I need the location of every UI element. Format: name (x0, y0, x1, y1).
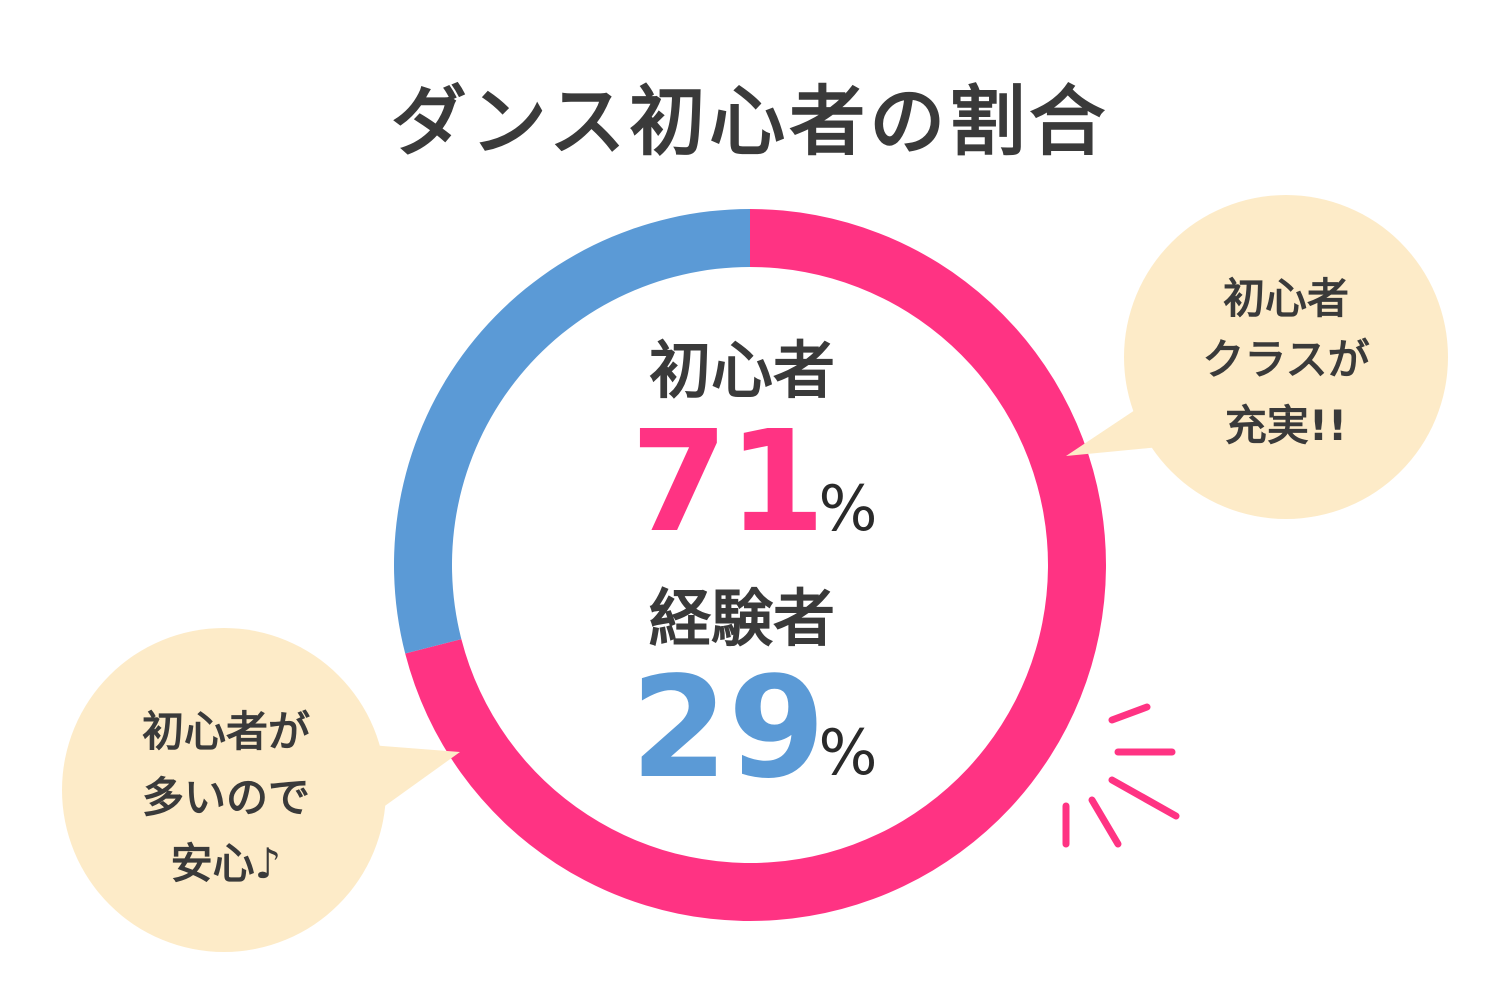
donut-slices (393, 209, 1106, 921)
burst-line (1108, 703, 1151, 724)
bubble-left-line-1: 初心者が (142, 707, 310, 756)
chart-title: ダンス初心者の割合 (391, 77, 1109, 166)
bubble-left-line-2: 多いので (142, 773, 310, 822)
burst-line (1108, 776, 1180, 820)
donut-slice-experienced (393, 209, 750, 654)
beginner-label: 初心者 (649, 334, 835, 407)
annotation-bubble-right: 初心者 クラスが 充実!! (1066, 195, 1448, 519)
bubble-left-line-3: 安心♪ (171, 839, 282, 888)
experienced-label: 経験者 (649, 582, 835, 655)
bubble-right-tail (1066, 400, 1170, 456)
bubble-right-line-2: クラスが (1202, 335, 1369, 384)
bubble-left-tail (370, 745, 460, 808)
bubble-right-line-1: 初心者 (1223, 274, 1349, 323)
bubble-right-circle (1124, 195, 1448, 519)
burst-line (1088, 796, 1122, 848)
annotation-bubble-left: 初心者が 多いので 安心♪ (62, 628, 460, 952)
beginner-percent-unit: % (819, 472, 878, 545)
bubble-left-circle (62, 628, 386, 952)
experienced-percent-unit: % (819, 716, 878, 789)
beginner-percent-value: 71 (631, 401, 826, 564)
emphasis-burst-lines (1062, 703, 1180, 848)
experienced-percent-value: 29 (631, 647, 826, 810)
bubble-right-line-3: 充実!! (1225, 401, 1347, 450)
